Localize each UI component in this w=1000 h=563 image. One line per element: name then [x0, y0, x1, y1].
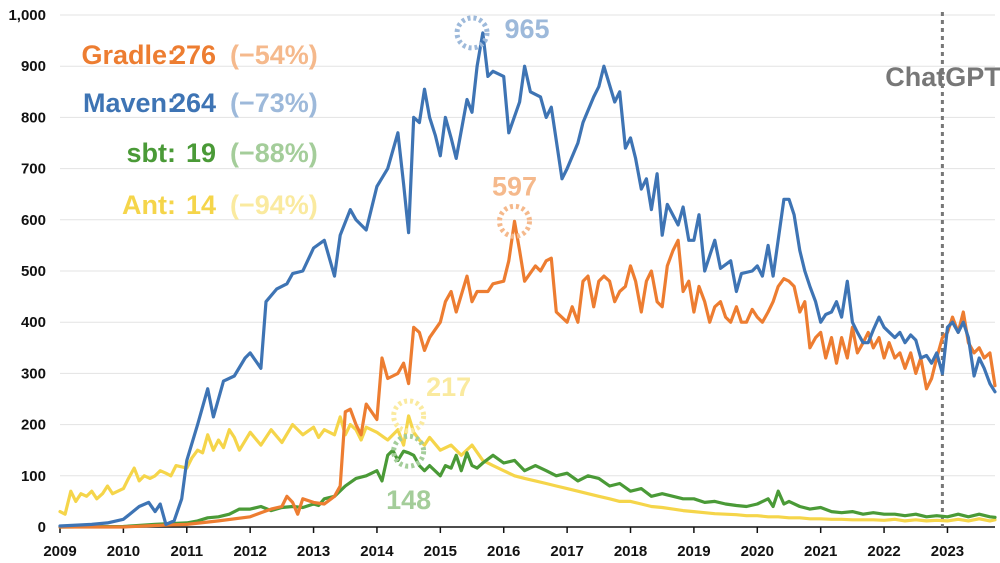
peak-marker-ant	[391, 398, 427, 434]
x-tick-label: 2023	[931, 543, 964, 560]
peak-label-sbt: 148	[386, 485, 431, 515]
legend-label-ant: Ant:	[122, 190, 176, 220]
peak-label-ant: 217	[426, 372, 471, 402]
x-tick-label: 2010	[107, 543, 140, 560]
legend: Gradle:276 (−54%) Maven:264 (−73%) sbt: 19 (−8…	[81, 40, 317, 220]
peak-marker-maven	[454, 15, 490, 51]
legend-change: (−94%)	[230, 190, 318, 220]
x-tick-label: 2021	[804, 543, 837, 560]
y-tick-label: 100	[21, 468, 46, 485]
chatgpt-label: ChatGPT	[885, 62, 1000, 92]
y-tick-label: 900	[21, 58, 46, 75]
x-tick-label: 2012	[233, 543, 266, 560]
series-lines	[58, 31, 997, 529]
x-axis: 2009 2010 2011 2012 2013 2014 2015 2016 2017 2018…	[43, 526, 995, 560]
legend-value: 19	[186, 138, 216, 168]
chatgpt-marker: ChatGPT	[885, 12, 1000, 527]
x-tick-label: 2018	[614, 543, 647, 560]
x-tick-label: 2013	[297, 543, 330, 560]
x-tick-label: 2009	[43, 543, 76, 560]
series-line-maven	[58, 31, 997, 528]
gridlines	[60, 14, 995, 528]
y-tick-label: 800	[21, 109, 46, 126]
legend-value: 264	[171, 88, 216, 118]
peak-label-gradle: 597	[492, 171, 537, 201]
legend-value: 14	[186, 190, 216, 220]
x-tick-label: 2019	[677, 543, 710, 560]
x-tick-label: 2022	[867, 543, 900, 560]
series-line-sbt	[58, 448, 997, 529]
y-axis: 0 100 200 300 400 500 600 700 800 900 1,000	[8, 7, 46, 536]
y-tick-label: 500	[21, 263, 46, 280]
legend-change: (−54%)	[230, 40, 318, 70]
y-tick-label: 0	[38, 519, 46, 536]
peak-marker-sbt	[391, 433, 427, 469]
legend-label-gradle: Gradle:	[81, 40, 176, 70]
legend-change: (−73%)	[230, 88, 318, 118]
legend-value: 276	[171, 40, 216, 70]
x-tick-label: 2016	[487, 543, 520, 560]
y-tick-label: 300	[21, 365, 46, 382]
x-tick-label: 2015	[424, 543, 457, 560]
x-tick-label: 2017	[550, 543, 583, 560]
x-tick-label: 2020	[741, 543, 774, 560]
y-tick-label: 1,000	[8, 7, 46, 24]
x-tick-label: 2014	[360, 543, 394, 560]
legend-label-sbt: sbt:	[127, 138, 177, 168]
legend-label-maven: Maven:	[83, 88, 176, 118]
y-tick-label: 400	[21, 314, 46, 331]
y-tick-label: 700	[21, 161, 46, 178]
legend-change: (−88%)	[230, 138, 318, 168]
x-tick-label: 2011	[171, 543, 204, 560]
peak-label-maven: 965	[505, 14, 550, 44]
peak-marker-gradle	[497, 203, 533, 239]
series-line-gradle	[58, 219, 997, 529]
y-tick-label: 600	[21, 212, 46, 229]
peak-annotations: 965 597 217 148	[386, 14, 549, 515]
y-tick-label: 200	[21, 417, 46, 434]
